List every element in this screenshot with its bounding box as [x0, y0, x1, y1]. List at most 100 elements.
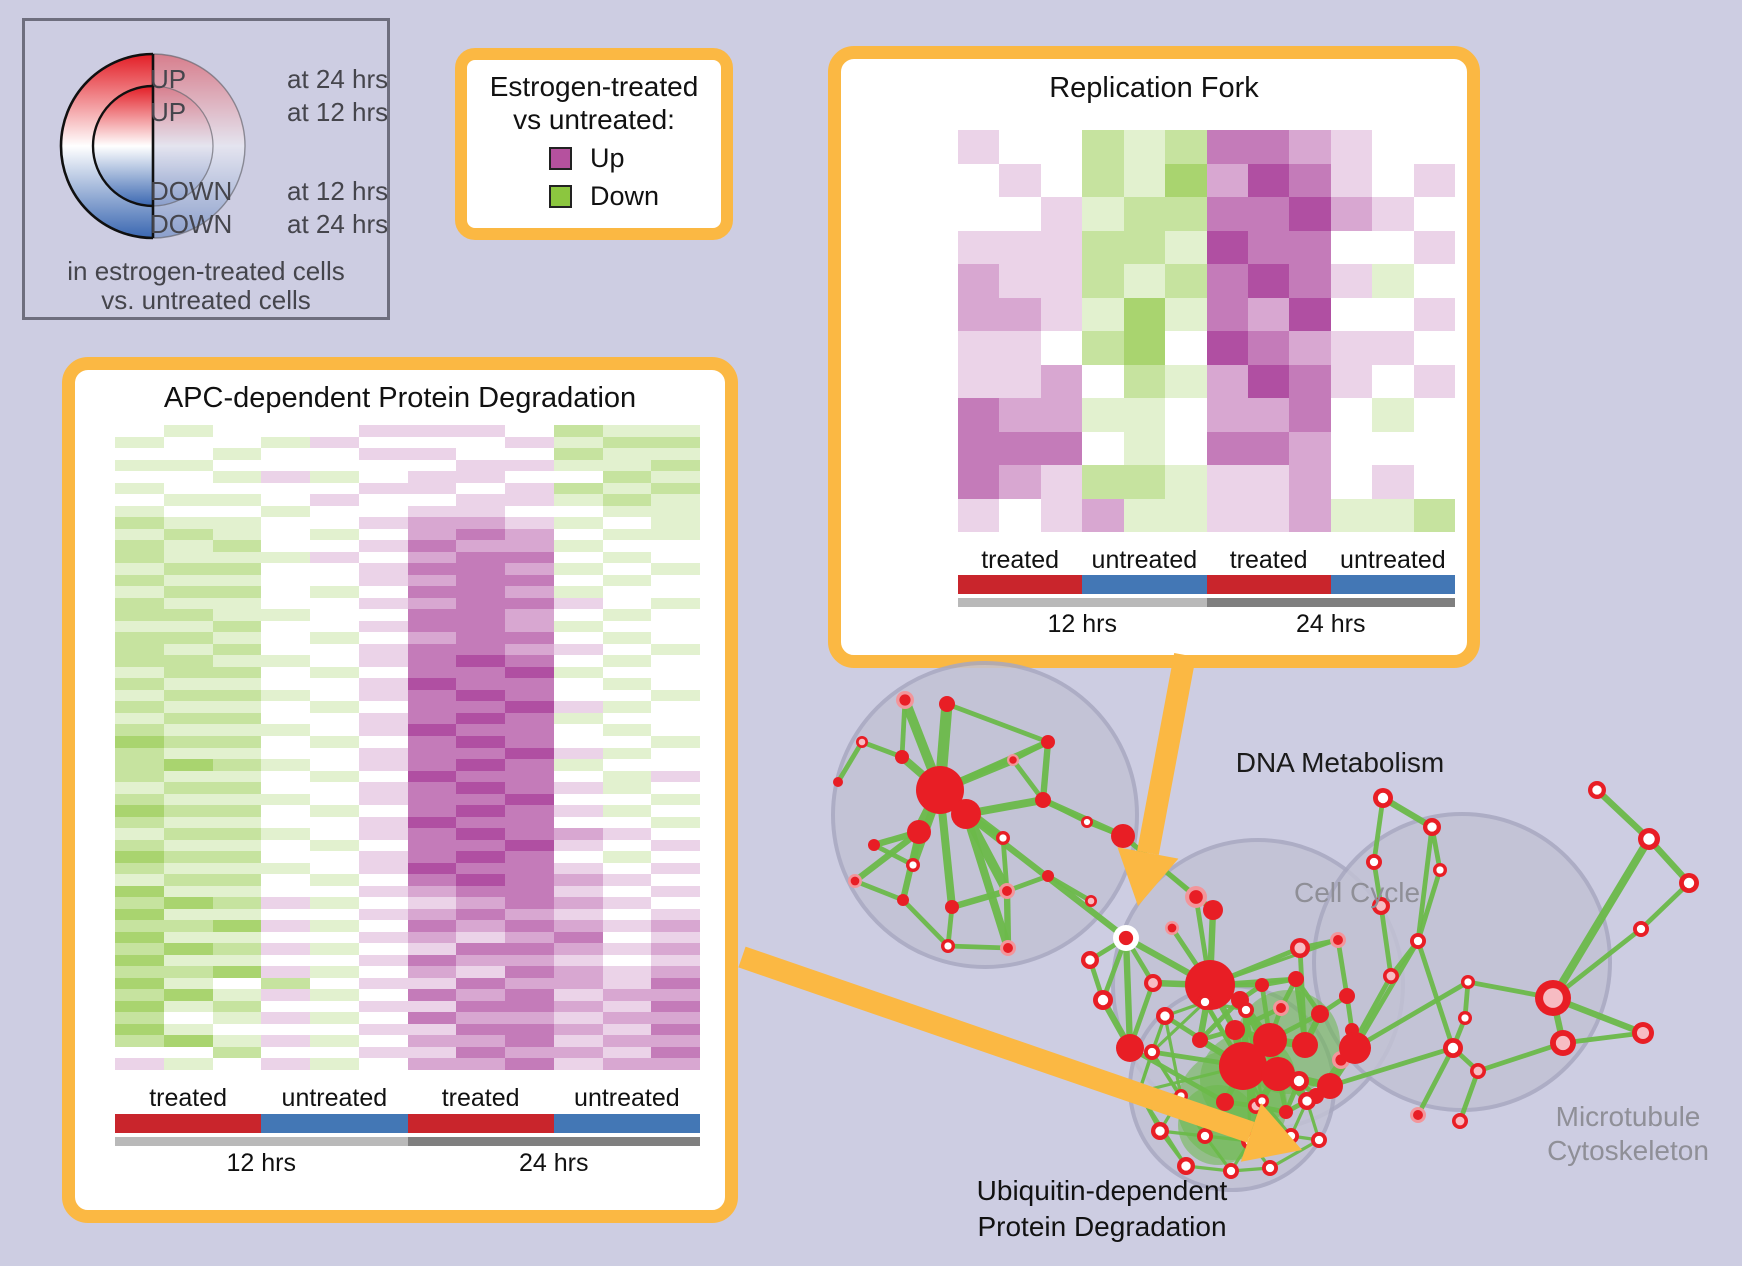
- network-node: [1286, 1131, 1296, 1141]
- heatmap-cell: [1082, 465, 1124, 499]
- heatmap-cell: [358, 816, 408, 829]
- heatmap-cell: [651, 655, 700, 667]
- heatmap-cell: [163, 931, 213, 944]
- network-edge: [1314, 1058, 1343, 1098]
- network-edge: [1646, 836, 1692, 886]
- network-edge: [1450, 1017, 1468, 1049]
- heatmap-cell: [115, 448, 164, 460]
- heatmap-cell: [261, 954, 310, 967]
- condition-bar-segment: [1206, 575, 1331, 594]
- heatmap-cell: [115, 574, 164, 587]
- heatmap-cell: [163, 494, 213, 506]
- heatmap-cell: [310, 425, 359, 437]
- network-node: [1147, 1047, 1157, 1057]
- heatmap-cell: [505, 1046, 554, 1059]
- heatmap-cell: [1040, 230, 1083, 264]
- heatmap-cell: [999, 498, 1041, 532]
- heatmap-cell: [358, 1012, 408, 1024]
- network-edge: [1429, 826, 1443, 871]
- network-node: [850, 876, 860, 886]
- heatmap-cell: [1330, 498, 1373, 532]
- network-node: [1470, 1063, 1486, 1079]
- heatmap-cell: [310, 1000, 359, 1013]
- network-edge: [1294, 977, 1322, 1016]
- heatmap-cell: [553, 1023, 603, 1036]
- heatmap-cell: [553, 425, 603, 437]
- heatmap-cell: [553, 701, 603, 713]
- heatmap-cell: [163, 839, 213, 852]
- heatmap-cell: [212, 816, 262, 829]
- heatmap-cell: [505, 1023, 554, 1036]
- heatmap-cell: [602, 908, 652, 921]
- heatmap-cell: [261, 643, 310, 656]
- network-node: [1423, 818, 1441, 836]
- heatmap-cell: [212, 689, 262, 702]
- heatmap-cell: [456, 931, 505, 944]
- network-edge: [1276, 1072, 1309, 1103]
- network-node: [1189, 890, 1203, 904]
- heatmap-cell: [358, 759, 408, 771]
- heatmap-cell: [456, 701, 505, 713]
- heatmap-cell: [505, 770, 554, 783]
- heatmap-cell: [505, 540, 554, 552]
- heatmap-cell: [1040, 431, 1083, 465]
- heatmap-cell: [553, 436, 603, 449]
- heatmap-cell: [1247, 364, 1290, 398]
- network-edge: [1238, 983, 1264, 1002]
- heatmap-cell: [1247, 264, 1290, 298]
- heatmap-cell: [212, 586, 262, 598]
- heatmap-cell: [456, 735, 505, 748]
- heatmap-cell: [651, 1012, 700, 1024]
- heatmap-cell: [115, 563, 164, 575]
- heatmap-cell: [407, 908, 457, 921]
- heatmap-cell: [212, 977, 262, 990]
- heatmap-cell: [310, 643, 359, 656]
- heatmap-cell: [1082, 364, 1124, 398]
- group-label: treated: [1229, 546, 1308, 574]
- network-edge: [935, 784, 971, 820]
- heatmap-cell: [163, 828, 213, 840]
- heatmap-cell: [261, 828, 310, 840]
- heatmap-cell: [553, 632, 603, 644]
- heatmap-cell: [999, 331, 1041, 365]
- network-node: [1473, 1066, 1483, 1076]
- network-node: [951, 799, 981, 829]
- network-edge: [1000, 837, 1010, 892]
- heatmap-cell: [553, 471, 603, 483]
- heatmap-cell: [505, 805, 554, 817]
- heatmap-cell: [1206, 398, 1248, 432]
- heatmap-cell: [999, 398, 1041, 432]
- heatmap-cell: [358, 471, 408, 483]
- network-edge: [946, 701, 1049, 745]
- heatmap-cell: [310, 551, 359, 564]
- network-edge: [1378, 905, 1394, 977]
- heatmap-cell: [212, 954, 262, 967]
- cluster-label: Ubiquitin-dependent: [977, 1175, 1228, 1206]
- heatmap-cell: [163, 425, 213, 437]
- heatmap-cell: [1413, 431, 1455, 465]
- group-label: treated: [149, 1084, 228, 1112]
- heatmap-cell: [651, 1035, 700, 1047]
- heatmap-cell: [261, 689, 310, 702]
- heatmap-cell: [212, 517, 262, 529]
- heatmap-cell: [456, 1023, 505, 1036]
- heatmap-cell: [456, 632, 505, 644]
- heatmap-cell: [553, 586, 603, 598]
- heatmap-cell: [163, 1035, 213, 1047]
- heatmap-cell: [1372, 230, 1414, 264]
- heatmap-cell: [958, 264, 1000, 298]
- network-node: [1216, 1093, 1234, 1111]
- heatmap-cell: [163, 1023, 213, 1036]
- network-edge: [1477, 1040, 1564, 1074]
- network-node: [1148, 978, 1158, 988]
- network-edge: [909, 831, 923, 866]
- heatmap-cell: [407, 551, 457, 564]
- network-node: [1339, 1032, 1371, 1064]
- heatmap-cell: [602, 551, 652, 564]
- heatmap-cell: [358, 540, 408, 552]
- network-edge: [1209, 976, 1297, 988]
- heatmap-cell: [505, 954, 554, 967]
- heatmap-cell: [651, 574, 700, 587]
- heatmap-cell: [212, 862, 262, 875]
- heatmap-cell: [163, 943, 213, 955]
